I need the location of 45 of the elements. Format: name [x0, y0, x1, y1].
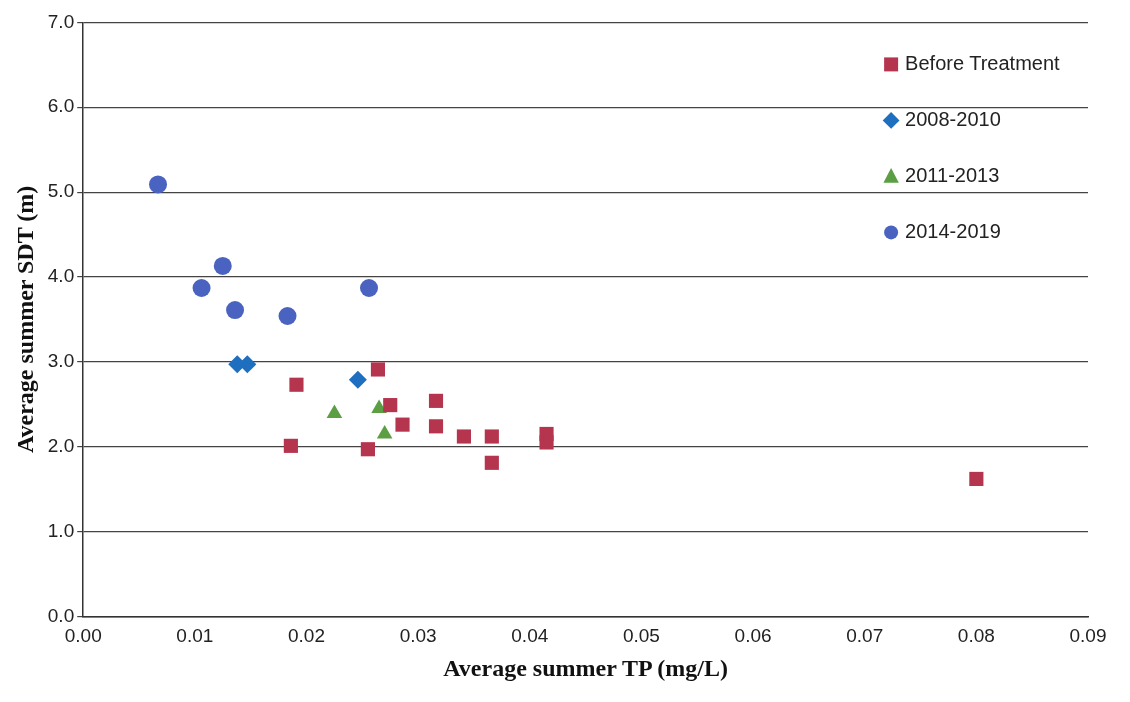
- point: [484, 455, 499, 470]
- x-tick-label: 0.04: [511, 625, 549, 647]
- point: [539, 435, 554, 450]
- point: [428, 419, 444, 434]
- point: [383, 398, 398, 413]
- y-tick-label: 3.0: [47, 350, 75, 372]
- y-tick-label: 4.0: [47, 265, 75, 287]
- legend-label: 2008-2010: [905, 107, 1001, 130]
- point: [360, 279, 379, 297]
- point: [360, 442, 375, 457]
- point: [226, 301, 245, 320]
- point: [278, 307, 297, 326]
- y-tick-label: 2.0: [47, 434, 75, 456]
- point: [283, 438, 298, 453]
- point: [395, 417, 410, 432]
- point: [289, 377, 304, 392]
- point: [213, 256, 232, 275]
- point: [428, 393, 444, 408]
- legend-label: Before Treatment: [905, 51, 1061, 74]
- legend-label: 2011-2013: [905, 163, 1000, 186]
- point: [149, 175, 168, 194]
- point: [192, 279, 211, 297]
- y-axis-title: Average summer SDT (m): [11, 185, 38, 454]
- point: [326, 404, 343, 419]
- x-tick-label: 0.02: [288, 625, 325, 647]
- point: [484, 429, 499, 444]
- y-tick-label: 6.0: [47, 95, 75, 117]
- x-tick-label: 0.06: [734, 625, 772, 647]
- point: [348, 370, 367, 389]
- x-tick-label: 0.00: [64, 625, 102, 647]
- legend-label: 2014-2019: [905, 219, 1001, 242]
- point: [969, 471, 984, 486]
- x-tick-label: 0.03: [399, 625, 437, 647]
- point: [456, 429, 471, 444]
- y-tick-label: 1.0: [47, 519, 75, 541]
- x-tick-label: 0.05: [622, 625, 660, 647]
- x-tick-label: 0.08: [957, 625, 995, 647]
- x-tick-label: 0.01: [176, 625, 214, 647]
- x-tick-label: 0.09: [1069, 625, 1107, 647]
- y-tick-label: 0.0: [47, 604, 75, 626]
- y-tick-label: 7.0: [47, 10, 75, 32]
- x-tick-label: 0.07: [846, 625, 884, 647]
- y-tick-label: 5.0: [47, 180, 75, 202]
- x-axis-title: Average summer TP (mg/L): [443, 654, 728, 681]
- point: [370, 362, 386, 377]
